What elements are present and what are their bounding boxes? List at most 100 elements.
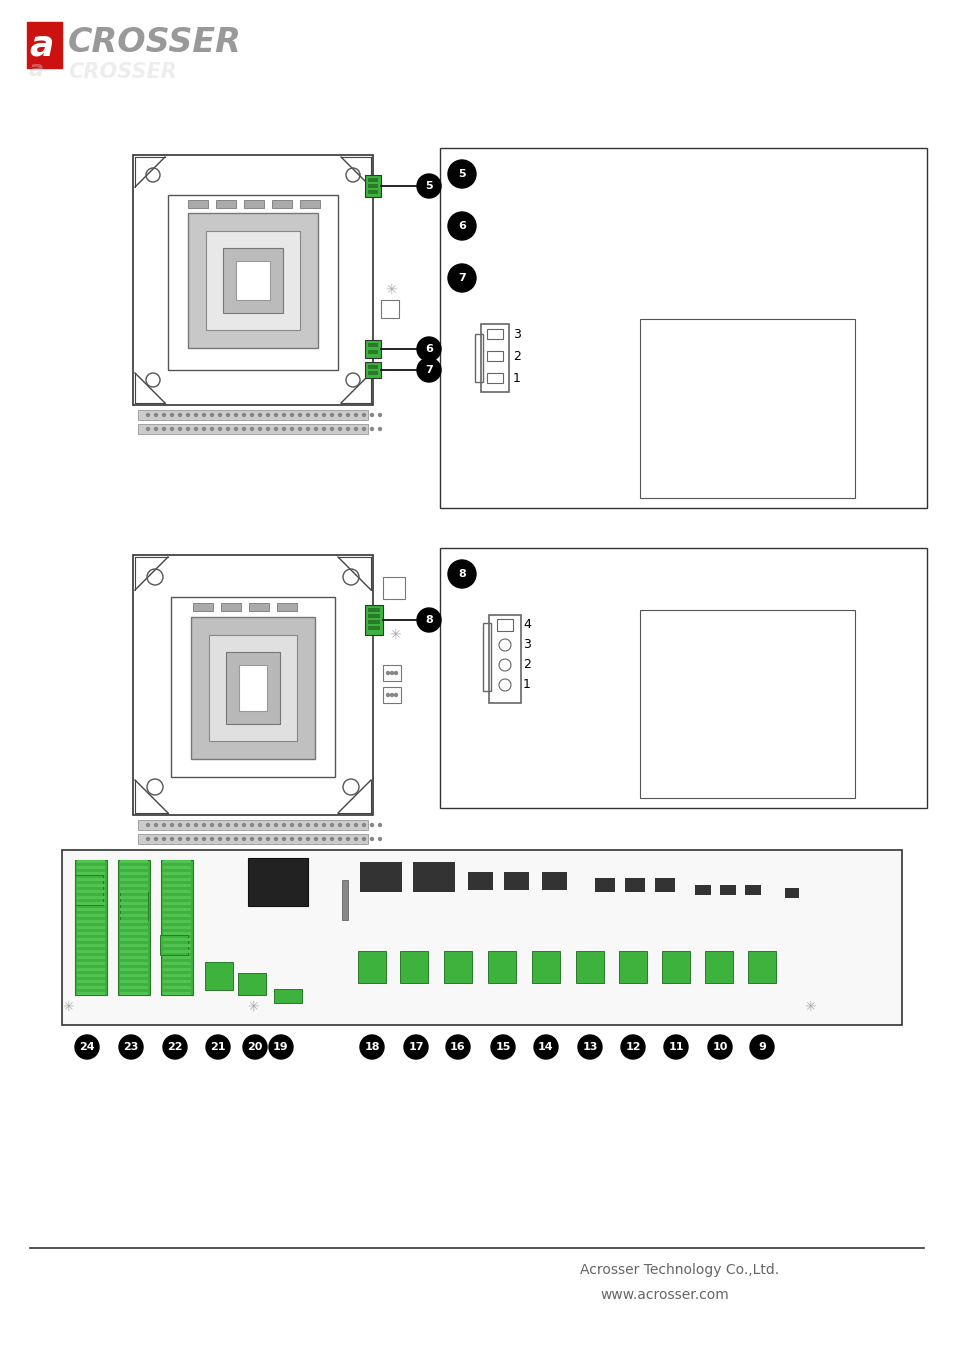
Bar — [75, 875, 103, 905]
Bar — [163, 914, 191, 917]
Bar — [168, 194, 337, 370]
Bar — [163, 968, 191, 971]
Circle shape — [154, 413, 157, 417]
Bar — [399, 950, 428, 983]
Bar — [120, 902, 148, 905]
Bar — [163, 860, 191, 863]
Bar — [120, 884, 148, 887]
Bar — [120, 973, 148, 977]
Circle shape — [147, 837, 150, 841]
Bar — [120, 931, 148, 936]
Bar — [77, 896, 105, 899]
Circle shape — [291, 428, 294, 431]
Bar — [77, 938, 105, 941]
Circle shape — [416, 338, 440, 360]
Bar — [163, 878, 191, 882]
Circle shape — [171, 413, 173, 417]
Bar — [747, 950, 775, 983]
Bar — [193, 603, 213, 612]
Circle shape — [338, 413, 341, 417]
Bar — [576, 950, 603, 983]
Bar — [248, 859, 308, 906]
Bar — [163, 872, 191, 875]
Circle shape — [242, 428, 245, 431]
Circle shape — [186, 428, 190, 431]
Bar — [226, 652, 280, 724]
Circle shape — [119, 1035, 143, 1058]
Circle shape — [186, 837, 190, 841]
Bar — [695, 886, 710, 895]
Bar — [541, 872, 566, 890]
Text: 2: 2 — [513, 350, 520, 363]
Circle shape — [291, 413, 294, 417]
Bar — [276, 603, 296, 612]
Bar — [368, 626, 379, 630]
Bar — [439, 548, 926, 809]
Bar — [120, 914, 148, 917]
Bar — [486, 373, 502, 383]
Circle shape — [378, 837, 381, 841]
Bar — [120, 956, 148, 958]
Text: 20: 20 — [247, 1042, 262, 1052]
Circle shape — [448, 212, 476, 240]
Circle shape — [251, 413, 253, 417]
Circle shape — [322, 413, 325, 417]
Circle shape — [234, 413, 237, 417]
Bar — [624, 878, 644, 892]
Bar — [618, 950, 646, 983]
Bar — [163, 973, 191, 977]
Bar — [27, 22, 62, 68]
Circle shape — [178, 824, 181, 826]
Circle shape — [154, 428, 157, 431]
Circle shape — [663, 1035, 687, 1058]
Circle shape — [386, 671, 389, 675]
Circle shape — [362, 428, 365, 431]
Bar — [120, 878, 148, 882]
Circle shape — [338, 428, 341, 431]
Circle shape — [194, 413, 197, 417]
Text: a: a — [29, 59, 44, 80]
Bar — [486, 329, 502, 339]
Circle shape — [147, 428, 150, 431]
Circle shape — [226, 413, 230, 417]
Bar — [215, 200, 235, 208]
Text: 3: 3 — [522, 639, 530, 652]
Bar — [639, 610, 854, 798]
Bar — [365, 362, 380, 378]
Bar — [163, 890, 191, 892]
Bar — [205, 963, 233, 990]
Circle shape — [258, 413, 261, 417]
Bar — [163, 896, 191, 899]
Bar — [160, 936, 188, 954]
Circle shape — [251, 824, 253, 826]
Text: ✳: ✳ — [247, 1000, 258, 1014]
Circle shape — [298, 413, 301, 417]
Bar — [75, 860, 107, 995]
Bar — [163, 980, 191, 983]
Bar — [77, 950, 105, 953]
Bar — [77, 878, 105, 882]
Circle shape — [291, 837, 294, 841]
Circle shape — [390, 671, 393, 675]
Bar — [138, 819, 368, 830]
Bar — [120, 919, 148, 923]
Bar — [221, 603, 241, 612]
Circle shape — [266, 428, 269, 431]
Bar — [299, 200, 319, 208]
Bar — [368, 608, 379, 612]
Circle shape — [282, 413, 285, 417]
Text: 13: 13 — [581, 1042, 598, 1052]
Bar — [223, 248, 283, 313]
Circle shape — [306, 824, 309, 826]
Circle shape — [378, 413, 381, 417]
Bar — [784, 888, 799, 898]
Circle shape — [218, 413, 221, 417]
Circle shape — [355, 413, 357, 417]
Bar — [163, 865, 191, 869]
Bar — [163, 931, 191, 936]
Bar — [77, 919, 105, 923]
Circle shape — [226, 837, 230, 841]
Circle shape — [306, 837, 309, 841]
Bar — [209, 634, 296, 741]
Circle shape — [298, 837, 301, 841]
